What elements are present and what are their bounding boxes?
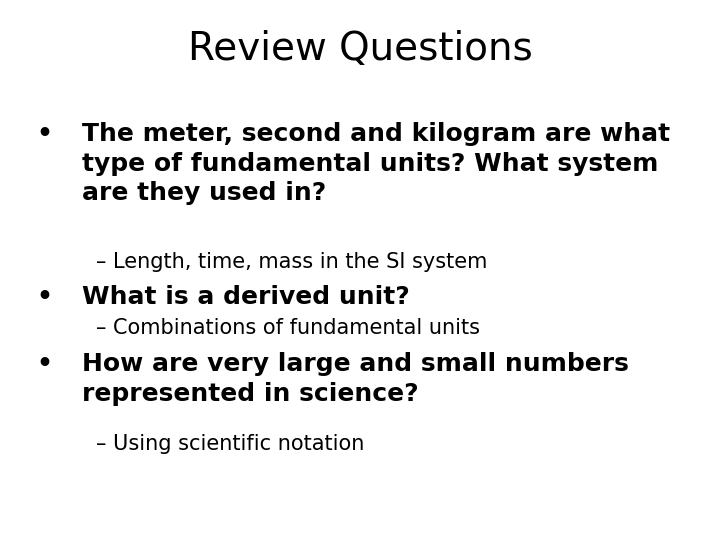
Text: – Combinations of fundamental units: – Combinations of fundamental units xyxy=(96,318,480,338)
Text: How are very large and small numbers
represented in science?: How are very large and small numbers rep… xyxy=(82,352,629,406)
Text: The meter, second and kilogram are what
type of fundamental units? What system
a: The meter, second and kilogram are what … xyxy=(82,122,670,205)
Text: •: • xyxy=(36,352,52,376)
Text: Review Questions: Review Questions xyxy=(188,30,532,68)
Text: •: • xyxy=(36,285,52,309)
Text: – Using scientific notation: – Using scientific notation xyxy=(96,434,364,454)
Text: – Length, time, mass in the SI system: – Length, time, mass in the SI system xyxy=(96,252,487,272)
Text: •: • xyxy=(36,122,52,146)
Text: What is a derived unit?: What is a derived unit? xyxy=(82,285,410,309)
